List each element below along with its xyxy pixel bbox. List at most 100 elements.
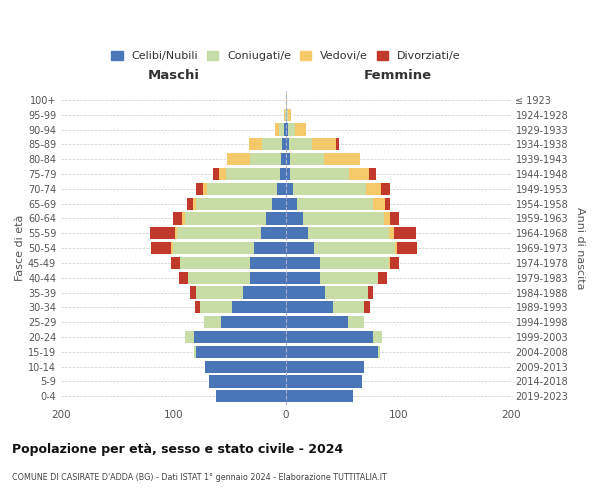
Bar (209, 376, 286, 388)
Bar (385, 198, 391, 209)
Bar (325, 286, 368, 298)
Bar (283, 138, 286, 150)
Bar (182, 212, 185, 224)
Bar (286, 302, 333, 314)
Bar (308, 227, 389, 239)
Bar (389, 257, 391, 269)
Bar (175, 227, 177, 239)
Bar (286, 272, 320, 284)
Bar (286, 331, 373, 343)
Bar (286, 124, 288, 136)
Bar (280, 168, 286, 180)
Bar (262, 138, 283, 150)
Bar (150, 227, 175, 239)
Bar (205, 360, 286, 372)
Bar (286, 360, 364, 372)
Bar (261, 227, 286, 239)
Bar (297, 198, 373, 209)
Bar (311, 138, 337, 150)
Bar (200, 302, 232, 314)
Text: COMUNE DI CASIRATE D'ADDA (BG) - Dati ISTAT 1° gennaio 2024 - Elaborazione TUTTI: COMUNE DI CASIRATE D'ADDA (BG) - Dati IS… (12, 472, 387, 482)
Bar (279, 124, 284, 136)
Bar (196, 183, 203, 195)
Bar (373, 198, 385, 209)
Bar (286, 242, 314, 254)
Bar (286, 346, 378, 358)
Bar (226, 168, 280, 180)
Bar (221, 316, 286, 328)
Bar (347, 316, 364, 328)
Bar (295, 124, 306, 136)
Bar (293, 183, 365, 195)
Bar (373, 331, 382, 343)
Bar (203, 183, 207, 195)
Bar (286, 212, 302, 224)
Text: Femmine: Femmine (364, 69, 432, 82)
Bar (286, 227, 308, 239)
Bar (254, 242, 286, 254)
Bar (204, 316, 221, 328)
Bar (250, 153, 281, 166)
Bar (286, 376, 362, 388)
Bar (216, 390, 286, 402)
Text: Popolazione per età, sesso e stato civile - 2024: Popolazione per età, sesso e stato civil… (12, 442, 343, 456)
Bar (173, 212, 182, 224)
Bar (368, 286, 373, 298)
Bar (365, 183, 382, 195)
Bar (185, 212, 266, 224)
Bar (290, 153, 324, 166)
Bar (286, 257, 320, 269)
Bar (173, 242, 254, 254)
Bar (195, 302, 200, 314)
Bar (266, 212, 286, 224)
Bar (194, 346, 196, 358)
Bar (290, 168, 349, 180)
Bar (349, 168, 369, 180)
Bar (275, 124, 279, 136)
Bar (383, 212, 391, 224)
Bar (369, 168, 376, 180)
Bar (243, 286, 286, 298)
Text: Maschi: Maschi (148, 69, 199, 82)
Bar (394, 227, 416, 239)
Bar (288, 108, 292, 121)
Bar (250, 257, 286, 269)
Bar (391, 212, 400, 224)
Bar (286, 390, 353, 402)
Bar (194, 331, 286, 343)
Bar (188, 272, 250, 284)
Bar (179, 272, 188, 284)
Bar (286, 138, 289, 150)
Bar (286, 168, 290, 180)
Bar (277, 183, 286, 195)
Bar (171, 257, 180, 269)
Bar (286, 94, 287, 106)
Bar (220, 168, 226, 180)
Bar (302, 212, 383, 224)
Bar (193, 198, 196, 209)
Bar (250, 272, 286, 284)
Bar (391, 257, 400, 269)
Bar (281, 153, 286, 166)
Bar (286, 153, 290, 166)
Bar (196, 198, 272, 209)
Bar (333, 302, 364, 314)
Bar (196, 286, 243, 298)
Bar (249, 138, 262, 150)
Bar (227, 153, 250, 166)
Bar (180, 257, 250, 269)
Bar (286, 183, 293, 195)
Bar (207, 183, 277, 195)
Bar (151, 242, 171, 254)
Bar (397, 242, 418, 254)
Bar (190, 286, 196, 298)
Bar (395, 242, 397, 254)
Bar (187, 198, 193, 209)
Legend: Celibi/Nubili, Coniugati/e, Vedovi/e, Divorziati/e: Celibi/Nubili, Coniugati/e, Vedovi/e, Di… (107, 46, 464, 66)
Bar (288, 124, 295, 136)
Bar (272, 198, 286, 209)
Bar (378, 272, 387, 284)
Y-axis label: Fasce di età: Fasce di età (15, 215, 25, 282)
Y-axis label: Anni di nascita: Anni di nascita (575, 207, 585, 290)
Bar (337, 138, 338, 150)
